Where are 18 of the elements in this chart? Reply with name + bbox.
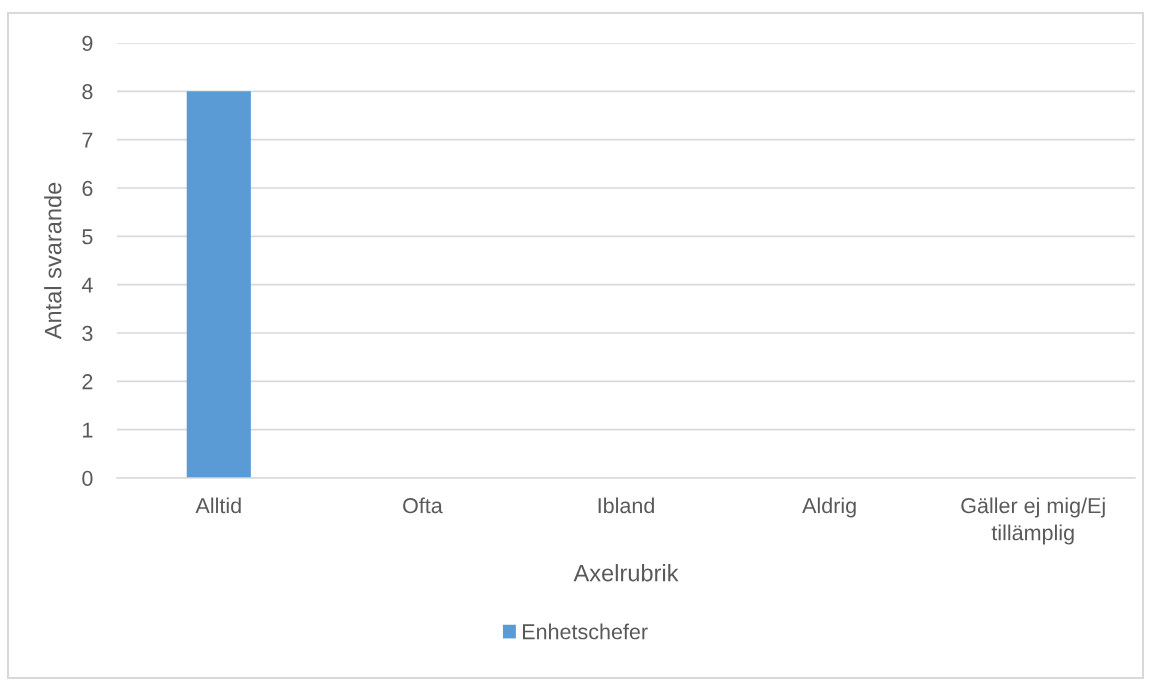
y-tick-label: 1	[83, 422, 93, 438]
y-tick-label: 7	[82, 132, 93, 148]
x-tick-label: Gäller ej mig/Ej tillämplig	[961, 497, 1105, 545]
y-tick-label: 3	[82, 325, 93, 342]
x-tick-label: Ibland	[598, 497, 654, 514]
x-tick-label: Aldrig	[802, 497, 856, 518]
x-axis-title: Axelrubrik	[573, 564, 679, 582]
y-tick-label: 6	[82, 180, 93, 197]
y-tick-label: 4	[81, 277, 93, 293]
y-tick-label: 2	[82, 374, 93, 390]
legend-label: Enhetschefer	[522, 623, 648, 640]
y-tick-label: 8	[82, 84, 93, 100]
y-tick-label: 9	[82, 35, 93, 52]
y-tick-label: 5	[82, 229, 93, 245]
y-tick-label: 0	[82, 470, 93, 487]
x-tick-label: Ofta	[403, 497, 443, 514]
x-tick-label: Alltid	[195, 497, 241, 514]
y-axis-title: Antal svarande	[44, 182, 62, 340]
